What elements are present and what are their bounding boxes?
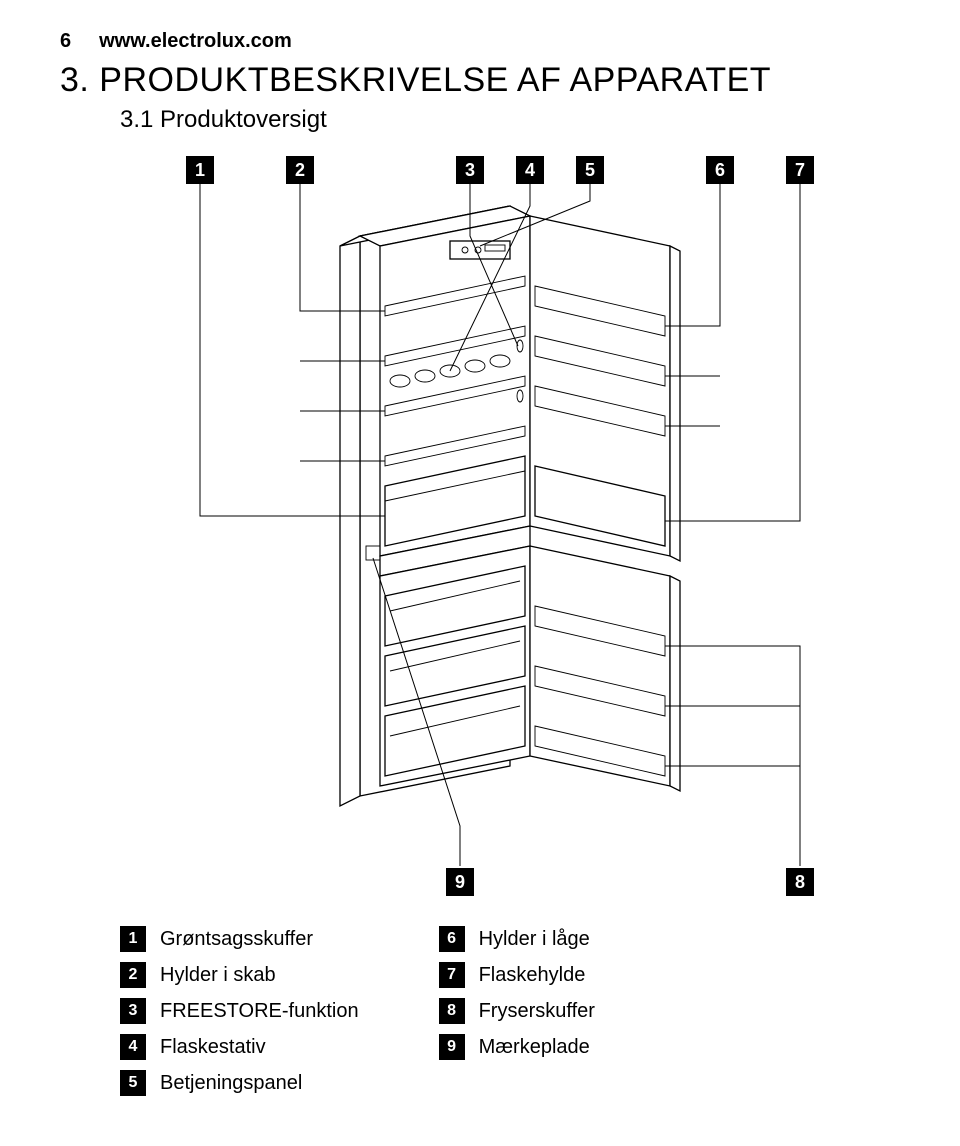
legend-col-left: 1 Grøntsagsskuffer 2 Hylder i skab 3 FREESTOR…: [120, 926, 359, 1096]
svg-text:1: 1: [195, 160, 205, 180]
legend-item: 6 Hylder i låge: [439, 926, 595, 952]
legend-col-right: 6 Hylder i låge 7 Flaskehylde 8 Fryserskuffer…: [439, 926, 595, 1096]
legend-number-box: 8: [439, 998, 465, 1024]
page-number: 6: [60, 30, 71, 53]
subsection-title: 3.1 Produktoversigt: [120, 106, 900, 134]
svg-text:9: 9: [455, 872, 465, 892]
legend-label: Grøntsagsskuffer: [160, 928, 313, 951]
legend-number-box: 6: [439, 926, 465, 952]
page-url: www.electrolux.com: [99, 30, 292, 53]
svg-text:7: 7: [795, 160, 805, 180]
legend-number-box: 3: [120, 998, 146, 1024]
legend-number-box: 4: [120, 1034, 146, 1060]
legend-label: Fryserskuffer: [479, 1000, 595, 1023]
legend-label: Flaskestativ: [160, 1036, 266, 1059]
legend-label: Hylder i låge: [479, 928, 590, 951]
legend-item: 7 Flaskehylde: [439, 962, 595, 988]
legend-number-box: 1: [120, 926, 146, 952]
product-diagram: 1 2 3 4 5 6 7 9 8: [60, 146, 900, 906]
legend-label: Mærkeplade: [479, 1036, 590, 1059]
legend-number-box: 5: [120, 1070, 146, 1096]
legend-item: 9 Mærkeplade: [439, 1034, 595, 1060]
svg-text:8: 8: [795, 872, 805, 892]
legend-number-box: 7: [439, 962, 465, 988]
legend-label: Flaskehylde: [479, 964, 586, 987]
svg-text:6: 6: [715, 160, 725, 180]
svg-text:4: 4: [525, 160, 535, 180]
legend-item: 5 Betjeningspanel: [120, 1070, 359, 1096]
legend-item: 3 FREESTORE-funktion: [120, 998, 359, 1024]
page-header: 6 www.electrolux.com: [60, 30, 900, 53]
legend-label: FREESTORE-funktion: [160, 1000, 359, 1023]
legend-item: 1 Grøntsagsskuffer: [120, 926, 359, 952]
legend-item: 2 Hylder i skab: [120, 962, 359, 988]
svg-text:2: 2: [295, 160, 305, 180]
svg-text:3: 3: [465, 160, 475, 180]
legend: 1 Grøntsagsskuffer 2 Hylder i skab 3 FREESTOR…: [120, 926, 900, 1096]
section-title: 3. PRODUKTBESKRIVELSE AF APPARATET: [60, 61, 900, 100]
svg-text:5: 5: [585, 160, 595, 180]
legend-label: Betjeningspanel: [160, 1072, 302, 1095]
legend-label: Hylder i skab: [160, 964, 276, 987]
legend-number-box: 2: [120, 962, 146, 988]
legend-item: 4 Flaskestativ: [120, 1034, 359, 1060]
legend-number-box: 9: [439, 1034, 465, 1060]
legend-item: 8 Fryserskuffer: [439, 998, 595, 1024]
